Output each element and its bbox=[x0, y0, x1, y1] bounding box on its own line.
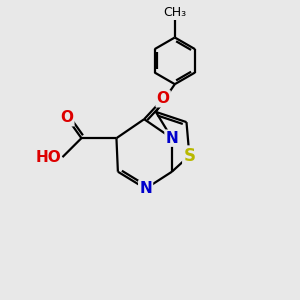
Text: N: N bbox=[166, 131, 178, 146]
Text: N: N bbox=[139, 181, 152, 196]
Text: HO: HO bbox=[35, 150, 61, 165]
Text: S: S bbox=[183, 147, 195, 165]
Text: O: O bbox=[157, 91, 169, 106]
Text: CH₃: CH₃ bbox=[163, 5, 186, 19]
Text: O: O bbox=[60, 110, 73, 125]
